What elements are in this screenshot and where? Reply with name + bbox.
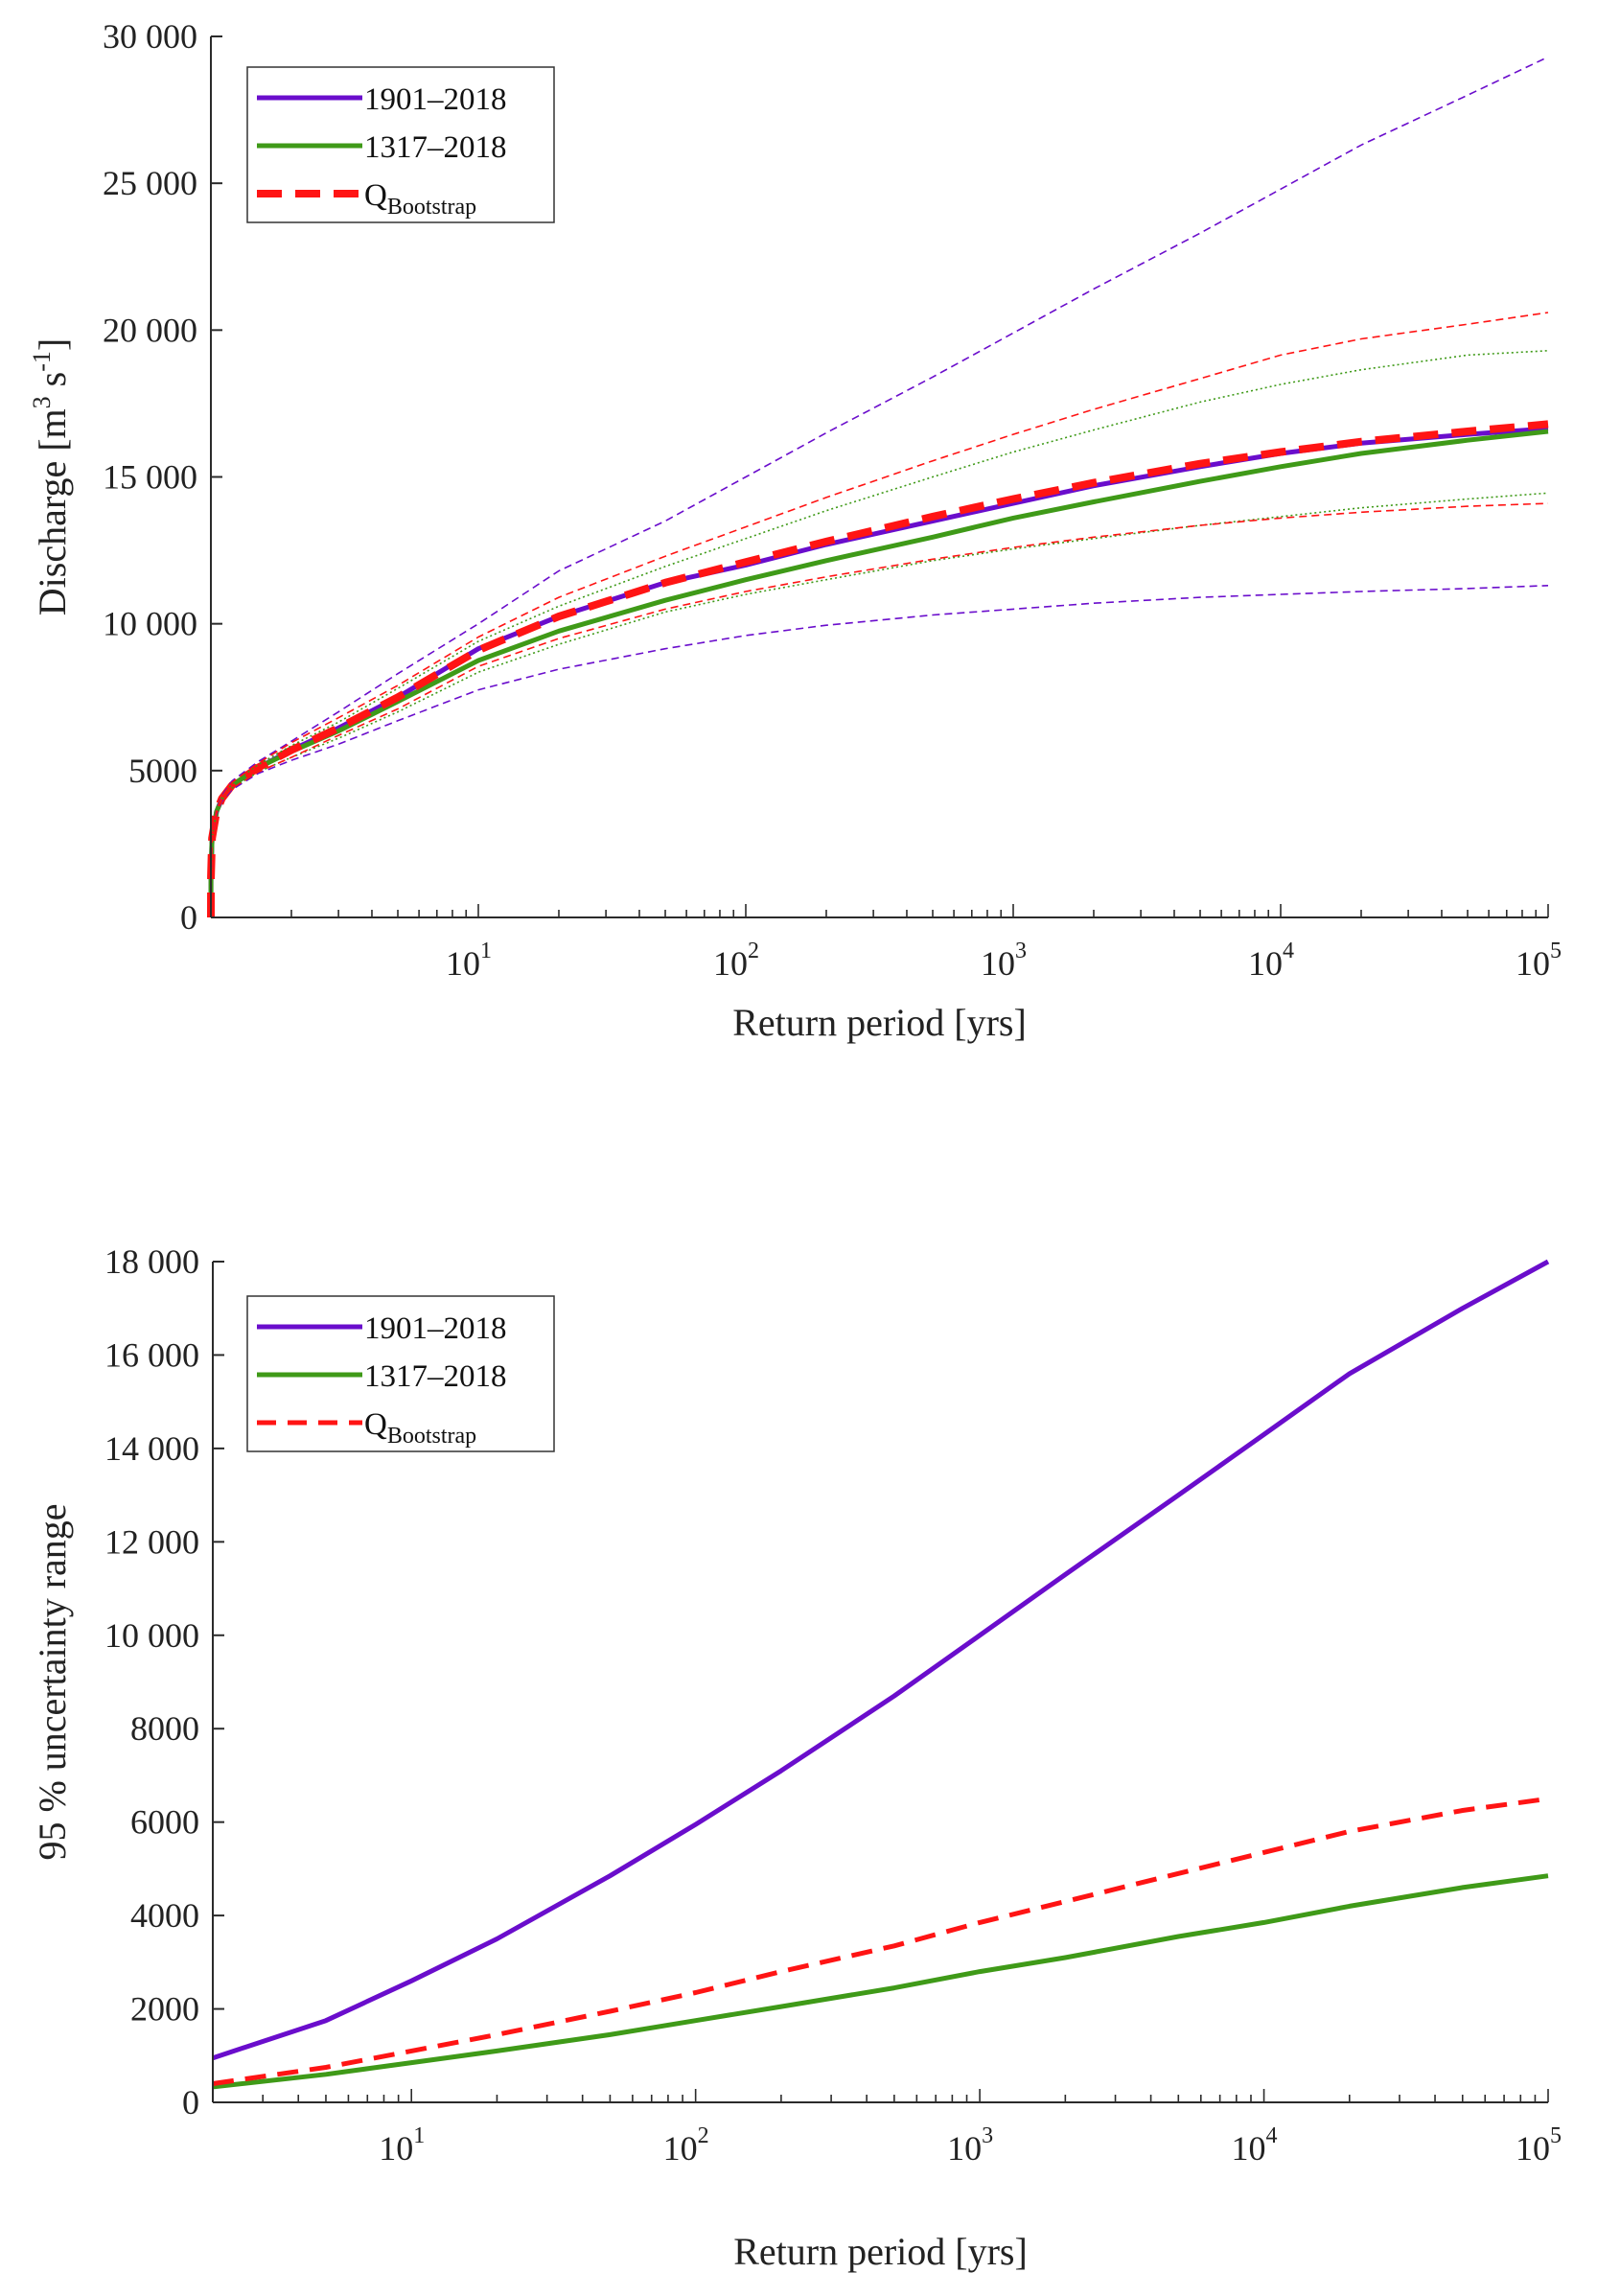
y-tick-label: 14 000: [104, 1429, 199, 1468]
y-tick-label: 10 000: [103, 605, 197, 643]
y-tick-label: 15 000: [103, 458, 197, 497]
x-tick-label: 103: [981, 939, 1027, 983]
x-tick-label: 101: [379, 2123, 425, 2168]
series-line-1317-2018-upper-bound: [210, 350, 1549, 918]
legend-label: 1901–2018: [364, 82, 507, 117]
legend-label: 1317–2018: [364, 1359, 507, 1394]
y-tick-label: 30 000: [103, 17, 197, 56]
y-tick-label: 0: [180, 898, 197, 937]
series-line-1317-2018-lower-bound: [210, 492, 1549, 918]
y-tick-label: 12 000: [104, 1522, 199, 1561]
y-tick-label: 6000: [130, 1803, 199, 1842]
legend-label: 1901–2018: [364, 1311, 507, 1346]
series-line-1901-2018-lower-bound: [210, 585, 1549, 918]
x-tick-label: 101: [446, 939, 492, 983]
series-line-q-bootstrap-upper-bound: [210, 312, 1549, 918]
y-tick-label: 25 000: [103, 164, 197, 202]
x-tick-label: 102: [663, 2123, 709, 2168]
uncertainty-x-axis-label: Return period [yrs]: [733, 2230, 1028, 2273]
series-line-q-bootstrap: [212, 1796, 1549, 2086]
uncertainty-plot-lines: [212, 1259, 1550, 2090]
discharge-x-axis: 101 102 103 104 105: [210, 904, 1562, 983]
discharge-y-axis: 0 5000 10 000 15 000 20 000 25 000 30 000: [103, 17, 222, 937]
y-tick-label: 18 000: [104, 1242, 199, 1281]
discharge-y-axis-label: Discharge [m3 s-1]: [28, 338, 74, 615]
x-tick-label: 104: [1232, 2123, 1278, 2168]
ylabel-superscript-3: 3: [28, 396, 56, 408]
ylabel-mid: s: [31, 372, 74, 397]
series-line-1317-2018: [212, 1873, 1549, 2090]
discharge-plot-lines: [207, 56, 1549, 918]
x-tick-label: 102: [713, 939, 759, 983]
y-tick-label: 4000: [130, 1896, 199, 1935]
uncertainty-y-axis: 0 2000 4000 6000 8000 10 000 12 000 14 000 16 00…: [104, 1242, 224, 2122]
uncertainty-panel: 0 2000 4000 6000 8000 10 000 12 000 14 000 16 00…: [31, 1242, 1562, 2273]
y-tick-label: 10 000: [104, 1616, 199, 1655]
y-tick-label: 0: [182, 2083, 199, 2122]
uncertainty-y-axis-label: 95 % uncertainty range: [31, 1503, 74, 1860]
y-tick-label: 5000: [128, 752, 197, 790]
y-tick-label: 16 000: [104, 1335, 199, 1374]
series-line-q-bootstrap: [207, 420, 1549, 918]
y-tick-label: 8000: [130, 1709, 199, 1748]
x-tick-label: 105: [1516, 939, 1562, 983]
legend-label: QBootstrap: [364, 1407, 476, 1449]
y-tick-label: 2000: [130, 1990, 199, 2029]
uncertainty-x-axis: 101 102 103 104 105: [212, 2089, 1562, 2168]
ylabel-superscript-minus-1: -1: [28, 351, 56, 372]
series-line-1317-2018: [208, 429, 1549, 918]
legend-label: QBootstrap: [364, 178, 476, 220]
series-line-1901-2018: [208, 426, 1549, 918]
legend-label: 1317–2018: [364, 130, 507, 165]
discharge-x-axis-label: Return period [yrs]: [732, 1001, 1027, 1044]
series-line-1901-2018: [212, 1259, 1550, 2061]
ylabel-main: Discharge [m: [31, 408, 74, 615]
x-tick-label: 105: [1516, 2123, 1562, 2168]
x-tick-label: 103: [947, 2123, 993, 2168]
y-tick-label: 20 000: [103, 311, 197, 349]
ylabel-end: ]: [31, 338, 74, 351]
x-tick-label: 104: [1248, 939, 1294, 983]
uncertainty-legend: 1901–2018 1317–2018 QBootstrap: [246, 1295, 555, 1452]
discharge-legend: 1901–2018 1317–2018 QBootstrap: [246, 66, 555, 223]
series-line-q-bootstrap-lower-bound: [210, 502, 1549, 918]
